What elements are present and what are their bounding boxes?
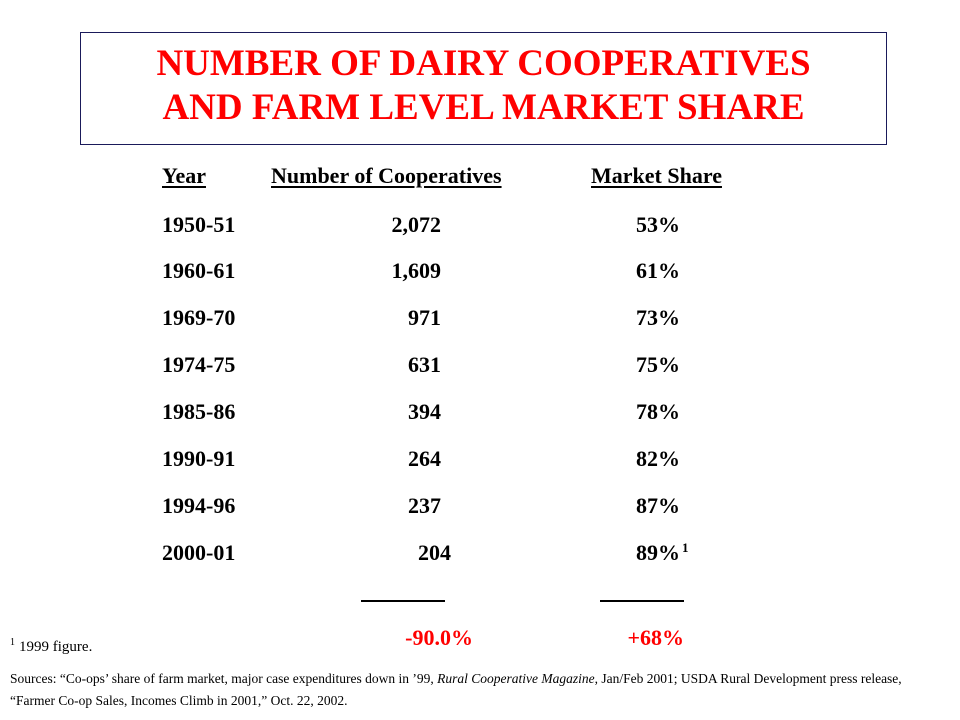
row-year: 1985-86: [162, 399, 236, 424]
table-row: 1985-86 394 78%: [0, 398, 960, 430]
row-market-share: 73%: [636, 305, 680, 330]
sources-magazine: Rural Cooperative Magazine: [437, 671, 595, 686]
row-market-share: 82%: [636, 446, 680, 471]
row-year: 1994-96: [162, 493, 236, 518]
row-market-share: 87%: [636, 493, 680, 518]
header-cooperatives: Number of Cooperatives: [271, 163, 502, 188]
row-cooperatives: 237: [408, 493, 441, 518]
table-row: 1960-61 1,609 61%: [0, 257, 960, 289]
table-row: 1950-51 2,072 53%: [0, 211, 960, 243]
table-row: 1990-91 264 82%: [0, 445, 960, 477]
row-market-share: 75%: [636, 352, 680, 377]
title-line-1: NUMBER OF DAIRY COOPERATIVES: [156, 43, 811, 84]
change-cooperatives: -90.0%: [405, 625, 473, 650]
row-cooperatives: 1,609: [391, 258, 442, 283]
row-year: 1960-61: [162, 258, 236, 283]
table-row: 1974-75 631 75%: [0, 351, 960, 383]
row-cooperatives: 631: [408, 352, 441, 377]
sources-prefix: Sources: “Co-ops’ share of farm market, …: [10, 671, 438, 686]
footnote-number: 1: [10, 637, 15, 648]
footnote: 1 1999 figure.: [10, 638, 92, 656]
title-box: NUMBER OF DAIRY COOPERATIVES AND FARM LE…: [80, 32, 887, 145]
row-market-share: 78%: [636, 399, 680, 424]
row-year: 2000-01: [162, 540, 236, 565]
row-market-share-cell: 89% 1: [636, 539, 689, 567]
title-line-2: AND FARM LEVEL MARKET SHARE: [162, 87, 805, 128]
row-cooperatives: 971: [408, 305, 441, 330]
footnote-marker: 1: [682, 539, 689, 555]
row-year: 1969-70: [162, 305, 236, 330]
table-row: 1994-96 237 87%: [0, 492, 960, 524]
row-cooperatives: 2,072: [391, 212, 442, 237]
table-row: 2000-01 204 89% 1: [0, 539, 960, 571]
row-market-share: 53%: [636, 212, 680, 237]
row-year: 1990-91: [162, 446, 236, 471]
change-market-share: +68%: [627, 625, 684, 650]
row-market-share: 61%: [636, 258, 680, 283]
row-market-share: 89%: [636, 540, 680, 565]
table-header: Year Number of Cooperatives Market Share: [0, 162, 960, 194]
row-year: 1950-51: [162, 212, 236, 237]
row-cooperatives: 204: [418, 540, 451, 565]
row-cooperatives: 264: [408, 446, 441, 471]
row-year: 1974-75: [162, 352, 236, 377]
sources-suffix: , Jan/Feb 2001; USDA Rural Development p…: [10, 671, 902, 708]
footnote-text: 1999 figure.: [19, 639, 93, 655]
divider-cooperatives: [361, 600, 445, 602]
sources: Sources: “Co-ops’ share of farm market, …: [10, 668, 940, 712]
table-row: 1969-70 971 73%: [0, 304, 960, 336]
header-market-share: Market Share: [591, 163, 722, 188]
divider-market-share: [600, 600, 684, 602]
row-cooperatives: 394: [408, 399, 441, 424]
header-year: Year: [162, 163, 206, 188]
